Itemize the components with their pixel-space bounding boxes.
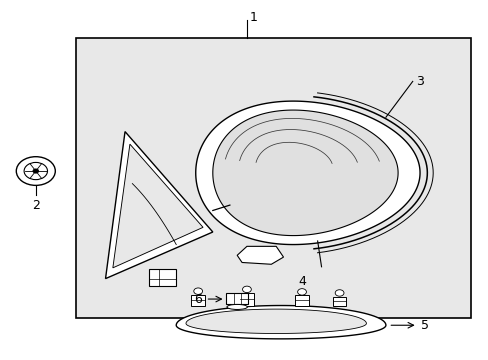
Circle shape <box>33 169 39 173</box>
Text: 6: 6 <box>193 293 201 306</box>
Polygon shape <box>176 306 385 339</box>
Polygon shape <box>212 110 397 235</box>
Polygon shape <box>113 144 203 268</box>
Bar <box>240 293 253 306</box>
Text: 1: 1 <box>249 12 257 24</box>
Bar <box>191 295 204 306</box>
Bar <box>76 39 470 318</box>
Circle shape <box>242 286 251 293</box>
Circle shape <box>193 288 202 294</box>
Circle shape <box>297 289 306 295</box>
Bar <box>149 269 176 286</box>
Circle shape <box>334 290 343 296</box>
Polygon shape <box>105 132 212 279</box>
Text: 5: 5 <box>420 319 428 332</box>
Circle shape <box>16 157 55 185</box>
Ellipse shape <box>226 305 247 310</box>
Polygon shape <box>237 246 283 264</box>
Bar <box>226 293 247 305</box>
Text: 4: 4 <box>298 275 305 288</box>
Bar <box>295 296 308 306</box>
Polygon shape <box>185 309 366 333</box>
Text: 2: 2 <box>32 199 40 212</box>
Text: 3: 3 <box>415 75 423 88</box>
Polygon shape <box>195 101 419 244</box>
Bar <box>332 297 346 306</box>
